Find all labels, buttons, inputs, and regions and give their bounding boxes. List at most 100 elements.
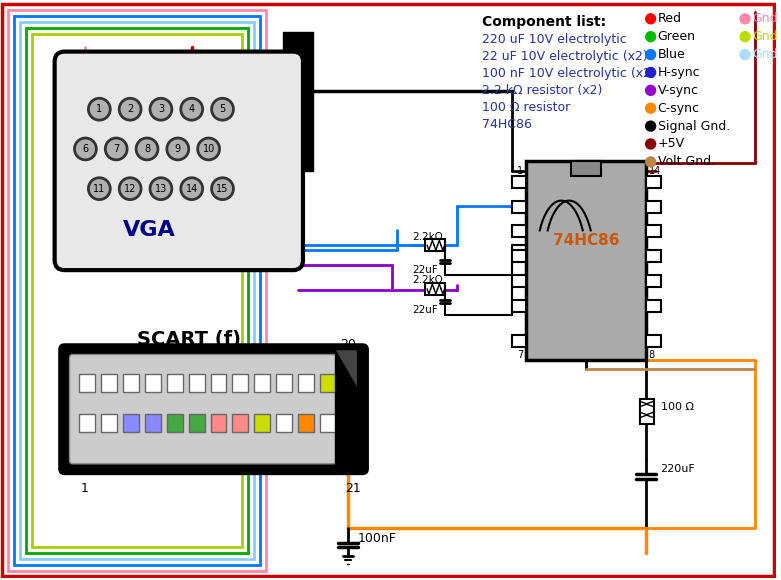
Bar (640, 399, 654, 424)
FancyBboxPatch shape (70, 354, 344, 464)
Bar (123, 375, 139, 392)
Bar (512, 226, 526, 237)
Text: 2: 2 (127, 104, 134, 114)
Text: 2.2kΩ: 2.2kΩ (412, 275, 443, 285)
Text: Red: Red (658, 12, 682, 26)
Bar (167, 414, 183, 432)
Circle shape (105, 138, 127, 160)
Circle shape (119, 98, 141, 120)
Text: 2: 2 (80, 343, 88, 356)
Text: 22uF: 22uF (412, 265, 438, 275)
Text: 6: 6 (82, 144, 88, 154)
Text: 20: 20 (340, 338, 355, 351)
Text: 14: 14 (649, 166, 661, 176)
Text: 15: 15 (216, 184, 229, 194)
Circle shape (150, 98, 172, 120)
Text: 100nF: 100nF (358, 532, 397, 545)
Bar (646, 226, 661, 237)
Text: 2.2kΩ: 2.2kΩ (412, 233, 443, 242)
Bar (512, 275, 526, 287)
Text: Volt Gnd.: Volt Gnd. (658, 155, 715, 168)
Text: Blue: Blue (658, 48, 686, 61)
FancyBboxPatch shape (59, 345, 368, 474)
Text: 220 uF 10V electrolytic: 220 uF 10V electrolytic (482, 33, 626, 46)
Text: Component list:: Component list: (482, 15, 606, 29)
Bar (14, 16, 260, 565)
Bar (646, 275, 661, 287)
Bar (646, 201, 661, 212)
Circle shape (88, 98, 110, 120)
Text: Signal Gnd.: Signal Gnd. (658, 119, 730, 133)
Bar (646, 250, 661, 262)
Text: 4: 4 (189, 104, 194, 114)
Text: 9: 9 (175, 144, 181, 154)
Bar (276, 375, 292, 392)
Bar (512, 201, 526, 212)
Bar (646, 300, 661, 312)
Text: 21: 21 (344, 482, 361, 495)
Circle shape (646, 67, 655, 77)
Circle shape (646, 121, 655, 131)
Bar (189, 375, 205, 392)
Bar (320, 414, 336, 432)
Text: 5: 5 (219, 104, 226, 114)
Text: 11: 11 (93, 184, 105, 194)
Circle shape (198, 138, 219, 160)
Text: 74HC86: 74HC86 (482, 118, 532, 130)
Text: 74HC86: 74HC86 (553, 233, 619, 248)
Circle shape (646, 103, 655, 113)
Bar (8, 10, 266, 571)
Text: 8: 8 (144, 144, 150, 154)
Bar (189, 414, 205, 432)
Bar (80, 414, 95, 432)
Circle shape (212, 98, 234, 120)
Bar (298, 375, 314, 392)
Bar (425, 240, 445, 251)
Bar (255, 414, 270, 432)
Circle shape (167, 138, 189, 160)
Text: 3: 3 (158, 104, 164, 114)
Bar (123, 414, 139, 432)
Text: 100 Ω: 100 Ω (661, 402, 694, 412)
Bar (646, 176, 661, 188)
Bar (145, 414, 161, 432)
Text: 100 Ω resistor: 100 Ω resistor (482, 101, 570, 114)
Circle shape (88, 177, 110, 200)
Circle shape (646, 139, 655, 149)
Circle shape (646, 32, 655, 42)
Circle shape (180, 177, 202, 200)
Circle shape (740, 32, 750, 42)
Text: 22 uF 10V electrolytic (x2): 22 uF 10V electrolytic (x2) (482, 50, 647, 63)
Bar (425, 283, 445, 295)
Bar (512, 335, 526, 347)
Bar (80, 375, 95, 392)
Bar (26, 28, 248, 553)
Circle shape (740, 14, 750, 24)
Text: 1: 1 (96, 104, 102, 114)
Bar (167, 375, 183, 392)
Text: 22uF: 22uF (412, 305, 438, 315)
Text: 1: 1 (517, 166, 523, 176)
Bar (283, 32, 313, 171)
Bar (298, 414, 314, 432)
Text: V-sync: V-sync (658, 84, 698, 97)
Text: 220uF: 220uF (661, 464, 695, 474)
Text: H-sync: H-sync (658, 66, 701, 79)
FancyBboxPatch shape (55, 52, 303, 270)
Bar (32, 34, 242, 548)
Text: SCART (f): SCART (f) (137, 330, 241, 349)
Circle shape (646, 85, 655, 95)
Bar (512, 300, 526, 312)
Text: 12: 12 (124, 184, 137, 194)
Bar (233, 414, 248, 432)
Circle shape (646, 14, 655, 24)
Bar (526, 161, 646, 360)
Text: 1: 1 (80, 482, 88, 495)
Text: VGA: VGA (123, 220, 176, 240)
Bar (211, 414, 226, 432)
Circle shape (646, 50, 655, 60)
Bar (211, 375, 226, 392)
Bar (20, 22, 255, 559)
Bar (320, 375, 336, 392)
Bar (145, 375, 161, 392)
